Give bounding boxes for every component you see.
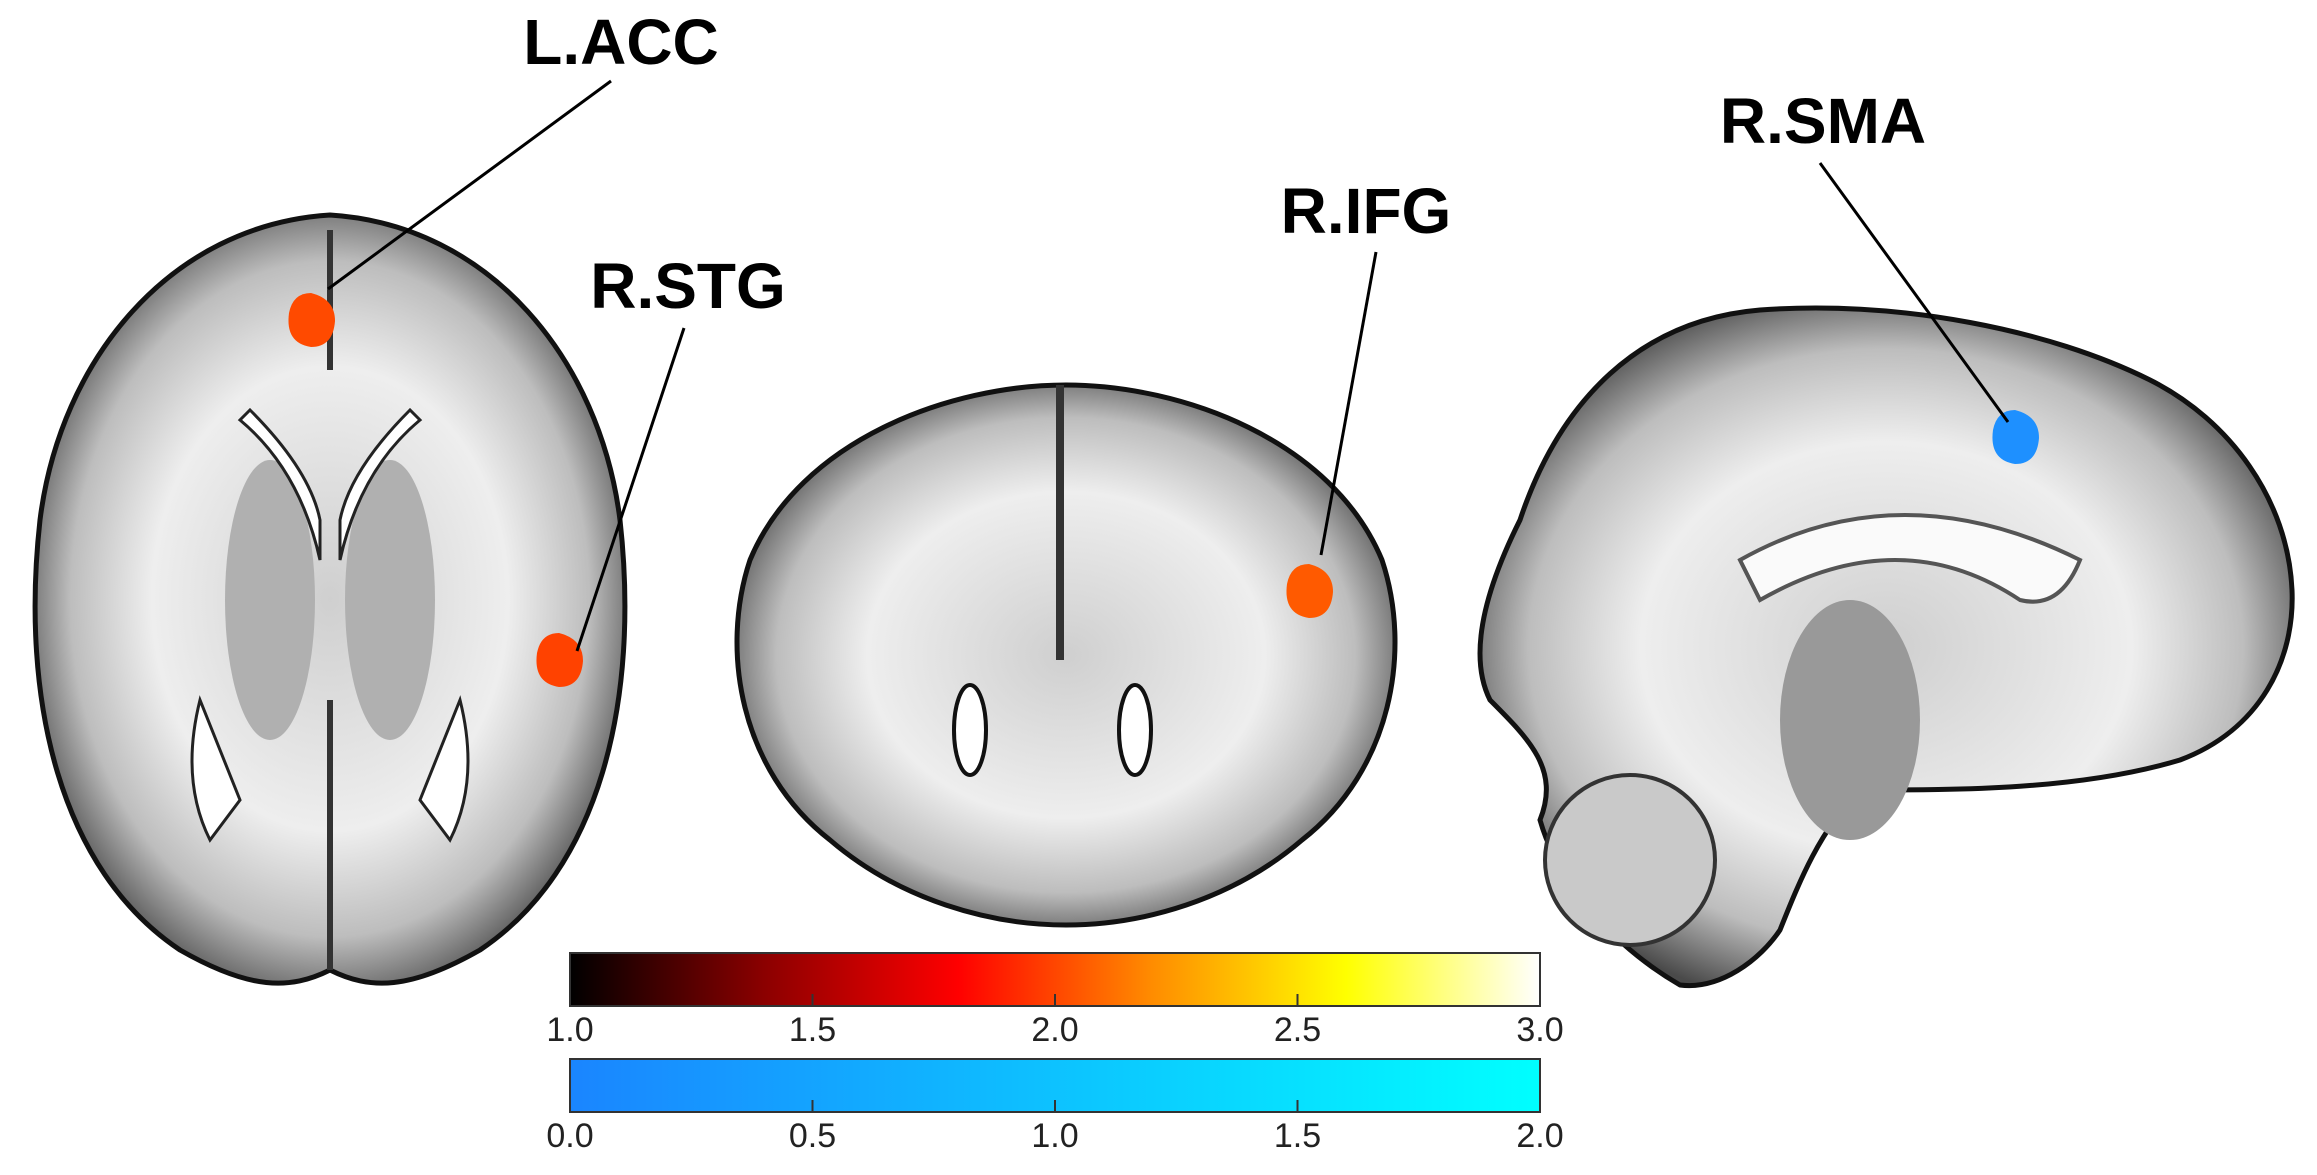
leader-line [1319,251,1378,556]
axial-slice [32,212,628,986]
tick-label: 0.5 [789,1117,836,1155]
region-label: R.SMA [1720,85,1926,157]
activation-blob [288,293,335,347]
leader-line [327,79,612,291]
sagittal-slice [1477,305,2295,989]
activation-blob [1992,410,2039,464]
tick-label: 0.0 [546,1117,593,1155]
leader-line [1818,162,2010,423]
leader-line [575,327,686,652]
colorbars: 1.0 1.5 2.0 2.5 3.0 0.0 0.5 1.0 1.5 2.0 [546,952,1564,1155]
annotations: L.ACC R.STG R.IFG R.SMA [288,6,2039,687]
tick-label: 2.0 [1031,1011,1078,1049]
region-label: L.ACC [523,6,719,78]
tick-label: 2.0 [1516,1117,1563,1155]
region-label: R.STG [590,250,786,322]
tick-label: 3.0 [1516,1011,1563,1049]
tick-label: 1.0 [546,1011,593,1049]
coronal-slice [734,382,1398,928]
activation-blob [536,633,583,687]
tick-label: 1.5 [789,1011,836,1049]
region-label: R.IFG [1281,175,1452,247]
tick-label: 1.0 [1031,1117,1078,1155]
activation-blob [1286,564,1333,618]
tick-label: 1.5 [1274,1117,1321,1155]
tick-label: 2.5 [1274,1011,1321,1049]
